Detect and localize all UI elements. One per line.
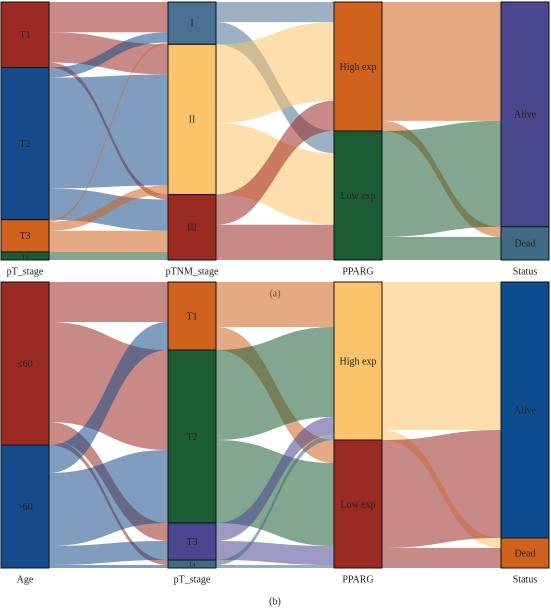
flow: [49, 450, 168, 546]
flow: [49, 565, 168, 568]
flow: [49, 32, 168, 78]
column-label: pTNM_stage: [166, 266, 219, 277]
column-label: Status: [513, 266, 538, 277]
node: [333, 439, 383, 569]
node-label: T2: [19, 139, 30, 150]
flow: [49, 2, 168, 33]
node: [167, 193, 217, 261]
node: [167, 559, 217, 569]
node-label: Low exp: [340, 191, 375, 202]
node-label: >60: [17, 502, 33, 513]
node-label: High exp: [340, 356, 377, 367]
node-label: T4: [189, 562, 196, 568]
node: [0, 1, 50, 69]
column-label: pT_stage: [174, 574, 211, 585]
node: [167, 43, 217, 195]
node: [0, 281, 50, 446]
node: [500, 226, 550, 261]
node-label: T1: [19, 30, 30, 41]
flow: [49, 282, 168, 322]
flow: [216, 100, 334, 225]
flow: [216, 22, 334, 123]
flow: [216, 327, 334, 440]
node-label: II: [189, 115, 196, 126]
node-label: Dead: [514, 548, 535, 559]
flow: [216, 224, 334, 260]
flow: [382, 430, 501, 548]
flow: [216, 2, 334, 23]
node: [0, 251, 50, 261]
column-label: Status: [513, 574, 538, 585]
node: [500, 281, 550, 539]
flow: [216, 565, 334, 568]
node-label: Low exp: [340, 499, 375, 510]
column-label: pT_stage: [7, 266, 44, 277]
node-label: I: [190, 18, 193, 29]
node: [0, 444, 50, 569]
node: [167, 522, 217, 561]
node-label: Dead: [514, 239, 535, 250]
column-label: Age: [17, 574, 34, 585]
node: [333, 130, 383, 261]
flow: [382, 548, 501, 568]
panel-label: (b): [269, 596, 281, 607]
node-label: Alive: [514, 405, 537, 416]
node-label: ≤60: [17, 359, 33, 370]
column-label: PPARG: [342, 574, 373, 585]
flow: [49, 541, 168, 565]
node: [167, 1, 217, 45]
flow: [49, 42, 168, 222]
flow: [216, 417, 334, 541]
flow: [382, 2, 501, 121]
node-label: T3: [186, 537, 197, 548]
node: [0, 67, 50, 221]
flow: [49, 185, 168, 231]
flow: [382, 282, 501, 430]
flow: [49, 230, 168, 252]
flow: [216, 435, 334, 565]
node-label: T1: [186, 311, 197, 322]
node-label: III: [187, 223, 197, 234]
node: [167, 349, 217, 524]
column-label: PPARG: [342, 266, 373, 277]
flow: [49, 322, 168, 473]
node: [333, 281, 383, 441]
node: [500, 537, 550, 569]
flow: [49, 251, 168, 260]
node: [333, 1, 383, 132]
node: [500, 1, 550, 228]
node-label: T4: [22, 254, 29, 260]
node-label: T3: [19, 231, 30, 242]
flow: [382, 120, 501, 237]
node-label: High exp: [340, 62, 377, 73]
node-label: T2: [186, 432, 197, 443]
node: [167, 281, 217, 351]
node-label: Alive: [514, 110, 537, 121]
flow: [216, 282, 334, 327]
flow: [382, 236, 501, 260]
